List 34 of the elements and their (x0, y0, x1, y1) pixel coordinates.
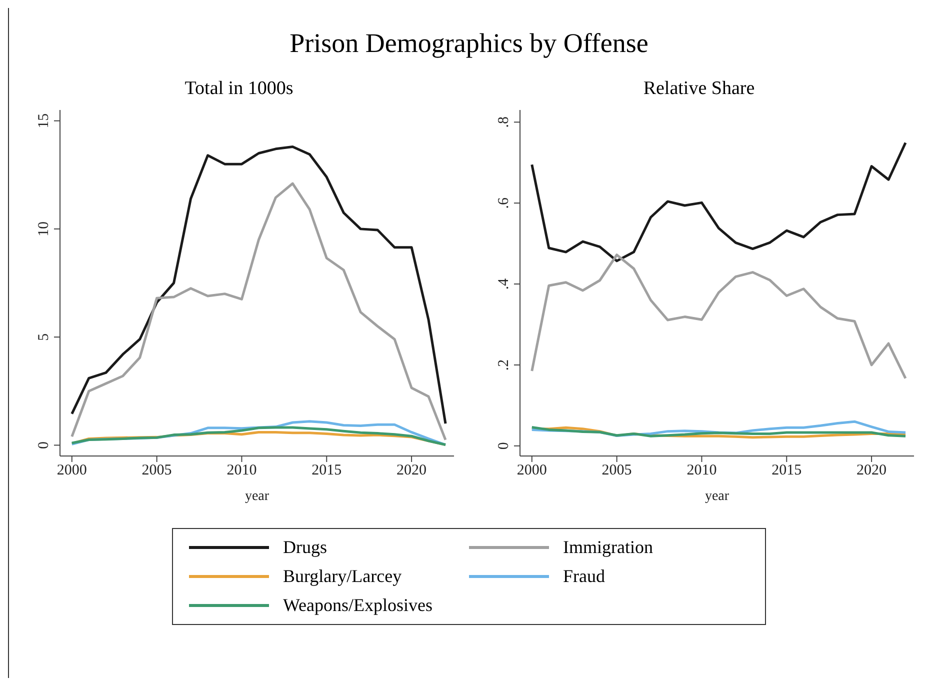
legend-label: Weapons/Explosives (283, 595, 433, 616)
x-tick-label: 2015 (772, 462, 802, 479)
chart-title: Relative Share (642, 78, 756, 101)
x-tick-label: 2010 (686, 462, 717, 479)
legend-label: Immigration (563, 537, 653, 558)
x-axis-title: year (704, 489, 730, 504)
y-tick-label: .8 (496, 116, 512, 128)
legend-label: Fraud (563, 566, 605, 587)
x-tick-label: 2010 (226, 462, 257, 479)
x-tick-label: 2005 (142, 462, 172, 479)
y-tick-label: .6 (496, 196, 512, 209)
y-tick-label: 15 (36, 113, 52, 128)
y-tick-label: 5 (36, 333, 52, 341)
x-tick-label: 2020 (396, 462, 427, 479)
y-tick-label: .2 (496, 359, 512, 371)
y-tick-label: 10 (36, 221, 52, 236)
y-tick-label: 0 (496, 442, 512, 450)
x-tick-label: 2005 (602, 462, 632, 479)
x-tick-label: 2015 (312, 462, 342, 479)
y-tick-label: .4 (496, 278, 512, 290)
line-series (70, 426, 447, 446)
x-tick-label: 2000 (516, 462, 547, 479)
line-series (530, 254, 907, 380)
line-series (70, 182, 447, 442)
line-series (530, 142, 907, 262)
x-tick-label: 2020 (856, 462, 887, 479)
x-tick-label: 2000 (56, 462, 87, 479)
y-tick-label: 0 (36, 441, 52, 449)
line-series (70, 146, 447, 425)
chart-subtitle: Total in 1000s (184, 78, 294, 101)
legend-label: Drugs (283, 537, 327, 558)
x-axis-title: year (244, 489, 270, 504)
legend-label: Burglary/Larcey (283, 566, 402, 587)
chart-title: Prison Demographics by Offense (288, 27, 650, 60)
